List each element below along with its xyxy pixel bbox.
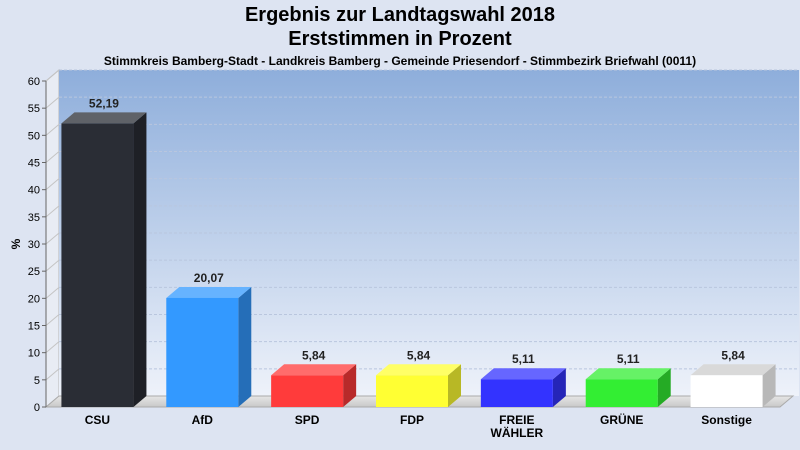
bar-fdp — [376, 364, 461, 407]
bar-spd — [271, 364, 357, 407]
value-label: 5,84 — [302, 348, 326, 362]
bar-csu — [61, 112, 147, 408]
value-label: 20,07 — [194, 271, 224, 285]
category-label: FDP — [400, 413, 424, 427]
gridline-side — [45, 123, 60, 136]
bar-side — [343, 364, 357, 407]
bar-top — [376, 364, 461, 376]
bar-front — [690, 375, 763, 407]
bar-sonstige — [690, 364, 776, 407]
bar-front — [480, 379, 553, 407]
y-axis-ticks: 0 5 10 15 20 25 30 35 40 45 50 55 60 — [28, 76, 46, 414]
bar-top — [480, 368, 566, 380]
category-label: FREIE — [499, 413, 534, 427]
bar-side — [238, 286, 252, 407]
value-label: 5,11 — [617, 352, 640, 366]
y-tick-label: 40 — [28, 185, 40, 197]
bar-side — [448, 364, 461, 407]
chart-caption: Stimmkreis Bamberg-Stadt - Landkreis Bam… — [103, 54, 697, 68]
value-label: 5,84 — [721, 348, 745, 362]
y-axis-label: % — [9, 238, 23, 249]
bar-top — [61, 112, 147, 124]
value-label: 5,11 — [512, 352, 535, 366]
gridline-side — [45, 259, 60, 272]
value-label: 5,84 — [407, 348, 431, 362]
chart-title: Ergebnis zur Landtagswahl 2018 — [244, 4, 556, 26]
y-tick-label: 25 — [28, 266, 40, 278]
bar-side — [552, 368, 566, 407]
category-label: Sonstige — [701, 413, 752, 427]
y-tick-label: 55 — [28, 103, 40, 115]
bar-top — [690, 364, 776, 376]
y-tick-label: 0 — [34, 402, 40, 414]
gridline-side — [45, 151, 60, 163]
bar-front — [61, 123, 134, 408]
value-labels: 52,19 20,07 5,84 5,84 5,11 5,11 5,84 — [89, 96, 745, 366]
bar-top — [585, 368, 671, 380]
y-tick-label: 45 — [28, 158, 40, 170]
category-label: AfD — [192, 413, 214, 427]
bar-top — [166, 286, 252, 298]
bar-side — [762, 364, 776, 407]
bar-front — [271, 375, 344, 407]
y-tick-label: 60 — [28, 76, 40, 88]
gridline-side — [45, 69, 60, 82]
category-label: WÄHLER — [491, 425, 544, 440]
bar-front — [376, 375, 448, 407]
gridline-side — [45, 368, 60, 381]
category-label: SPD — [295, 413, 320, 427]
bar-afd — [166, 286, 252, 407]
y-tick-label: 10 — [28, 348, 40, 360]
bar-grüne — [585, 368, 671, 407]
y-tick-label: 35 — [28, 212, 40, 224]
category-label: GRÜNE — [600, 412, 643, 427]
bars — [61, 112, 776, 408]
y-tick-label: 20 — [28, 293, 40, 305]
bar-front — [585, 379, 658, 407]
value-label: 52,19 — [89, 96, 119, 110]
bar-side — [133, 112, 147, 408]
bar-front — [166, 297, 239, 407]
gridline-side — [45, 232, 60, 245]
y-tick-label: 15 — [28, 321, 40, 333]
y-tick-label: 50 — [28, 130, 40, 142]
category-label: CSU — [85, 413, 110, 427]
gridline-side — [45, 96, 60, 109]
gridlines — [45, 69, 799, 381]
bar-side — [657, 368, 671, 407]
bar-freie-wähler — [480, 368, 566, 407]
gridline-side — [45, 314, 60, 326]
gridline-side — [45, 286, 60, 299]
y-tick-label: 30 — [28, 239, 40, 251]
gridline-side — [45, 205, 60, 218]
bar-top — [271, 364, 357, 376]
y-tick-label: 5 — [34, 375, 40, 387]
gridline-side — [45, 178, 60, 191]
chart-subtitle: Erststimmen in Prozent — [288, 28, 512, 50]
gridline-side — [45, 341, 60, 354]
